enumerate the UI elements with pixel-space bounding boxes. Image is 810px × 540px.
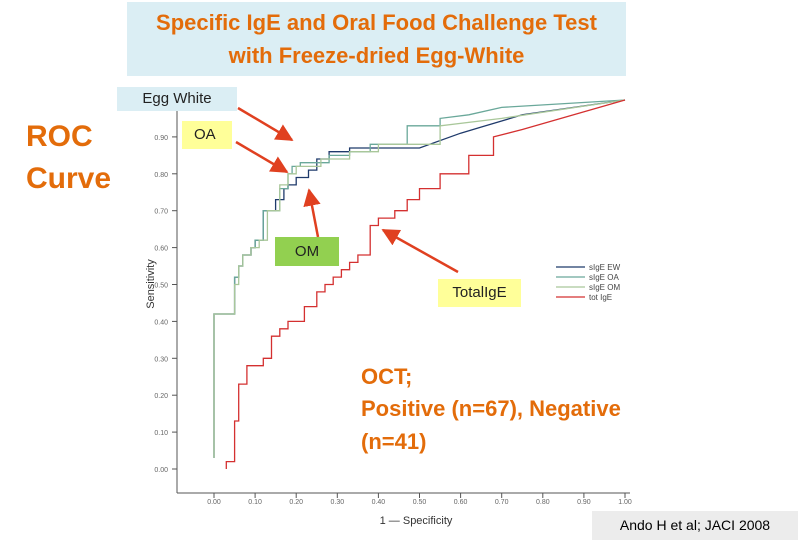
arrow-total-ige: [381, 228, 459, 274]
roc-label-line1: ROC: [26, 120, 93, 153]
x-tick-label: 0.10: [248, 499, 262, 506]
y-tick-label: 0.80: [154, 172, 168, 179]
citation: Ando H et al; JACI 2008: [592, 511, 798, 540]
series-line-sige-om: [213, 99, 626, 458]
series-line-tot-ige: [225, 99, 626, 469]
x-tick-label: 0.50: [413, 499, 427, 506]
y-tick-label: 0.50: [154, 283, 168, 290]
roc-label-line2: Curve: [26, 162, 112, 195]
legend-label: sIgE EW: [589, 263, 621, 272]
oct-note-line1: OCT;: [361, 364, 413, 389]
y-axis-label: Sensitivity: [145, 259, 157, 309]
x-tick-label: 0.70: [495, 499, 509, 506]
callout-egg-white: Egg White: [117, 87, 237, 111]
callout-om: OM: [275, 237, 339, 266]
arrow-oa: [235, 140, 289, 174]
y-tick-label: 0.90: [154, 135, 168, 142]
legend-label: sIgE OA: [589, 273, 619, 282]
y-tick-label: 0.70: [154, 209, 168, 216]
title-box: Specific IgE and Oral Food Challenge Tes…: [127, 2, 626, 76]
x-tick-label: 0.30: [330, 499, 344, 506]
x-axis-label: 1 — Specificity: [380, 515, 453, 527]
callout-oa: OA: [182, 121, 232, 149]
legend-label: sIgE OM: [589, 283, 620, 292]
y-tick-label: 0.00: [154, 467, 168, 474]
callout-total-ige: TotalIgE: [438, 279, 521, 307]
chart-title-line2: with Freeze-dried Egg-White: [228, 43, 525, 68]
x-tick-label: 0.90: [577, 499, 591, 506]
legend-label: tot IgE: [589, 293, 612, 302]
x-tick-label: 1.00: [618, 499, 632, 506]
x-tick-label: 0.00: [207, 499, 221, 506]
y-tick-label: 0.30: [154, 356, 168, 363]
chart-title-line1: Specific IgE and Oral Food Challenge Tes…: [156, 10, 597, 35]
x-tick-label: 0.40: [372, 499, 386, 506]
x-tick-label: 0.80: [536, 499, 550, 506]
oct-note-line2: Positive (n=67), Negative: [361, 396, 621, 421]
x-tick-label: 0.20: [289, 499, 303, 506]
y-tick-label: 0.60: [154, 246, 168, 253]
oct-note-line3: (n=41): [361, 429, 427, 454]
y-tick-label: 0.20: [154, 393, 168, 400]
x-tick-label: 0.60: [454, 499, 468, 506]
arrow-egg-white: [237, 106, 294, 142]
y-tick-label: 0.40: [154, 319, 168, 326]
y-tick-label: 0.10: [154, 430, 168, 437]
arrow-om: [303, 188, 321, 238]
